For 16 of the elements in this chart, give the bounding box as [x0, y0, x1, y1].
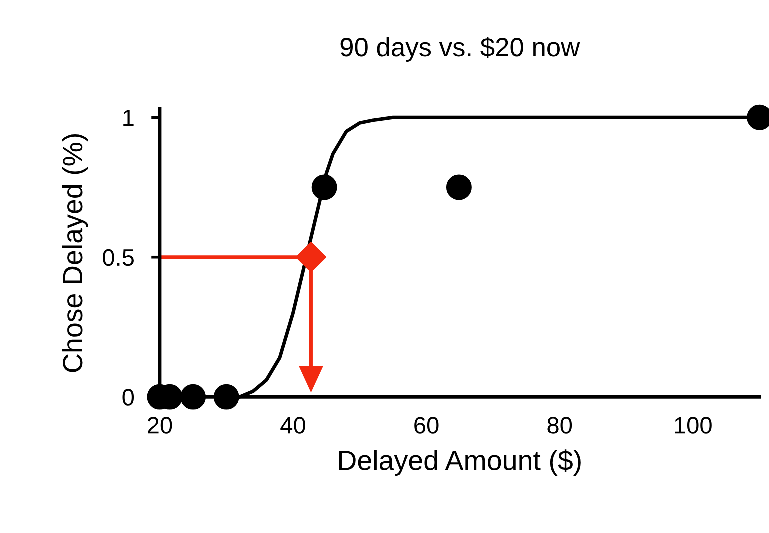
- point: [296, 242, 326, 273]
- point: [180, 384, 206, 410]
- point: [214, 384, 240, 410]
- x-tick-label: 40: [280, 417, 306, 434]
- x-tick-label: 100: [675, 417, 712, 434]
- y-axis-title: Chose Delayed (%): [62, 134, 88, 372]
- x-tick-label: 60: [414, 417, 439, 434]
- y-tick-label: 1: [124, 110, 134, 126]
- y-tick-label: 0.5: [103, 249, 134, 266]
- y-tick-label: 0: [122, 389, 134, 406]
- x-tick-label: 80: [548, 417, 572, 434]
- point: [446, 174, 472, 200]
- x-axis-title: Delayed Amount ($): [339, 450, 581, 476]
- chart-title: 90 days vs. $20 now: [340, 36, 580, 62]
- point: [312, 174, 338, 200]
- x-tick-label: 20: [148, 417, 172, 434]
